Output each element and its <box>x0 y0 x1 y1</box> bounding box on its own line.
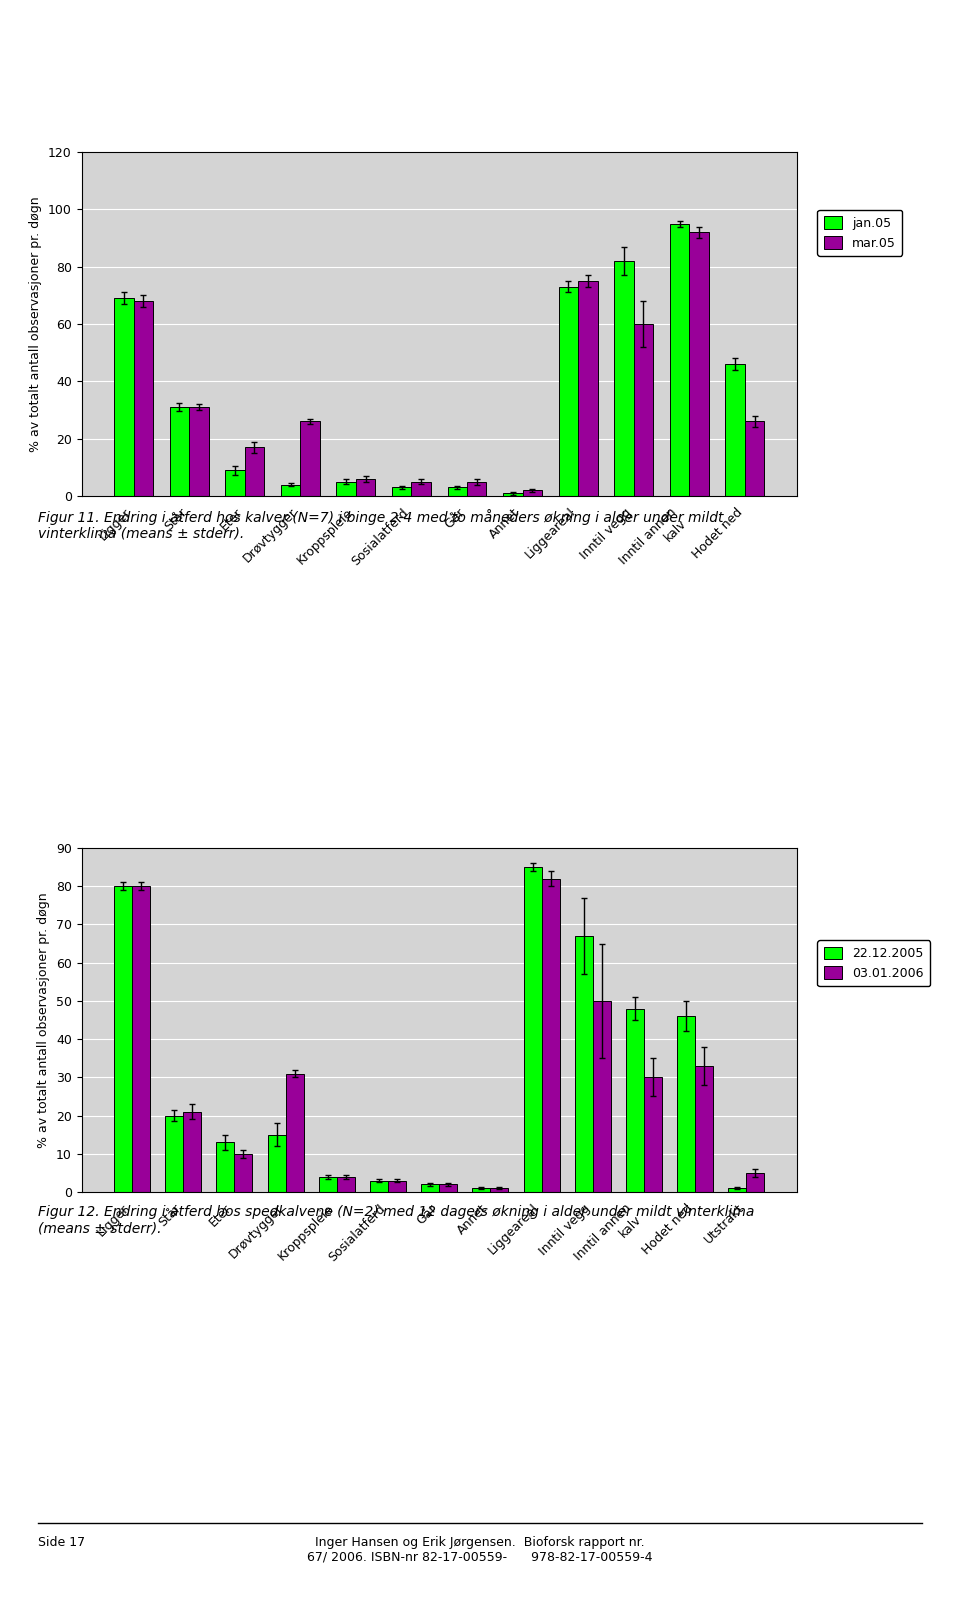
Bar <box>575 936 592 1192</box>
Bar <box>644 1077 661 1192</box>
Bar <box>421 1184 440 1192</box>
Bar <box>183 1112 202 1192</box>
Bar <box>523 867 541 1192</box>
Bar <box>467 482 487 496</box>
Bar <box>319 1176 337 1192</box>
Text: Figur 11. Endring i atferd hos kalver (N=7) i binge 2-4 med to måneders økning i: Figur 11. Endring i atferd hos kalver (N… <box>38 509 724 541</box>
Bar <box>114 298 133 496</box>
Bar <box>614 261 634 496</box>
Bar <box>234 1154 252 1192</box>
Bar <box>670 224 689 496</box>
Bar <box>300 421 320 496</box>
Bar <box>592 1002 611 1192</box>
Bar <box>371 1181 388 1192</box>
Bar <box>226 470 245 496</box>
Bar <box>729 1189 746 1192</box>
Text: Figur 12. Endring i atferd hos spedkalvene (N=2) med 12 dagers økning i alder un: Figur 12. Endring i atferd hos spedkalve… <box>38 1205 755 1235</box>
Bar <box>268 1134 286 1192</box>
Text: Side 17: Side 17 <box>38 1536 85 1549</box>
Bar <box>189 406 208 496</box>
Bar <box>356 478 375 496</box>
Legend: jan.05, mar.05: jan.05, mar.05 <box>817 210 902 256</box>
Bar <box>217 1142 234 1192</box>
Bar <box>133 301 153 496</box>
Bar <box>726 365 745 496</box>
Bar <box>114 886 132 1192</box>
Bar <box>472 1189 491 1192</box>
Bar <box>695 1066 713 1192</box>
Bar <box>412 482 431 496</box>
Bar <box>286 1074 303 1192</box>
Y-axis label: % av totalt antall observasjoner pr. døgn: % av totalt antall observasjoner pr. døg… <box>37 893 50 1147</box>
Bar <box>439 1184 457 1192</box>
Bar <box>281 485 300 496</box>
Bar <box>245 448 264 496</box>
Bar <box>336 482 356 496</box>
Bar <box>491 1189 508 1192</box>
Bar <box>392 488 412 496</box>
Bar <box>541 878 560 1192</box>
Bar <box>677 1016 695 1192</box>
Bar <box>559 286 578 496</box>
Bar <box>388 1181 406 1192</box>
Text: Inger Hansen og Erik Jørgensen.  Bioforsk rapport nr.
67/ 2006. ISBN-nr 82-17-00: Inger Hansen og Erik Jørgensen. Bioforsk… <box>307 1536 653 1565</box>
Bar <box>337 1176 355 1192</box>
Bar <box>503 493 522 496</box>
Bar <box>745 421 764 496</box>
Bar <box>626 1008 644 1192</box>
Bar <box>634 323 653 496</box>
Bar <box>165 1115 183 1192</box>
Bar <box>132 886 150 1192</box>
Bar <box>447 488 467 496</box>
Bar <box>578 282 597 496</box>
Y-axis label: % av totalt antall observasjoner pr. døgn: % av totalt antall observasjoner pr. døg… <box>30 197 42 451</box>
Bar <box>170 406 189 496</box>
Bar <box>522 490 542 496</box>
Legend: 22.12.2005, 03.01.2006: 22.12.2005, 03.01.2006 <box>817 941 930 986</box>
Bar <box>689 232 708 496</box>
Bar <box>746 1173 764 1192</box>
